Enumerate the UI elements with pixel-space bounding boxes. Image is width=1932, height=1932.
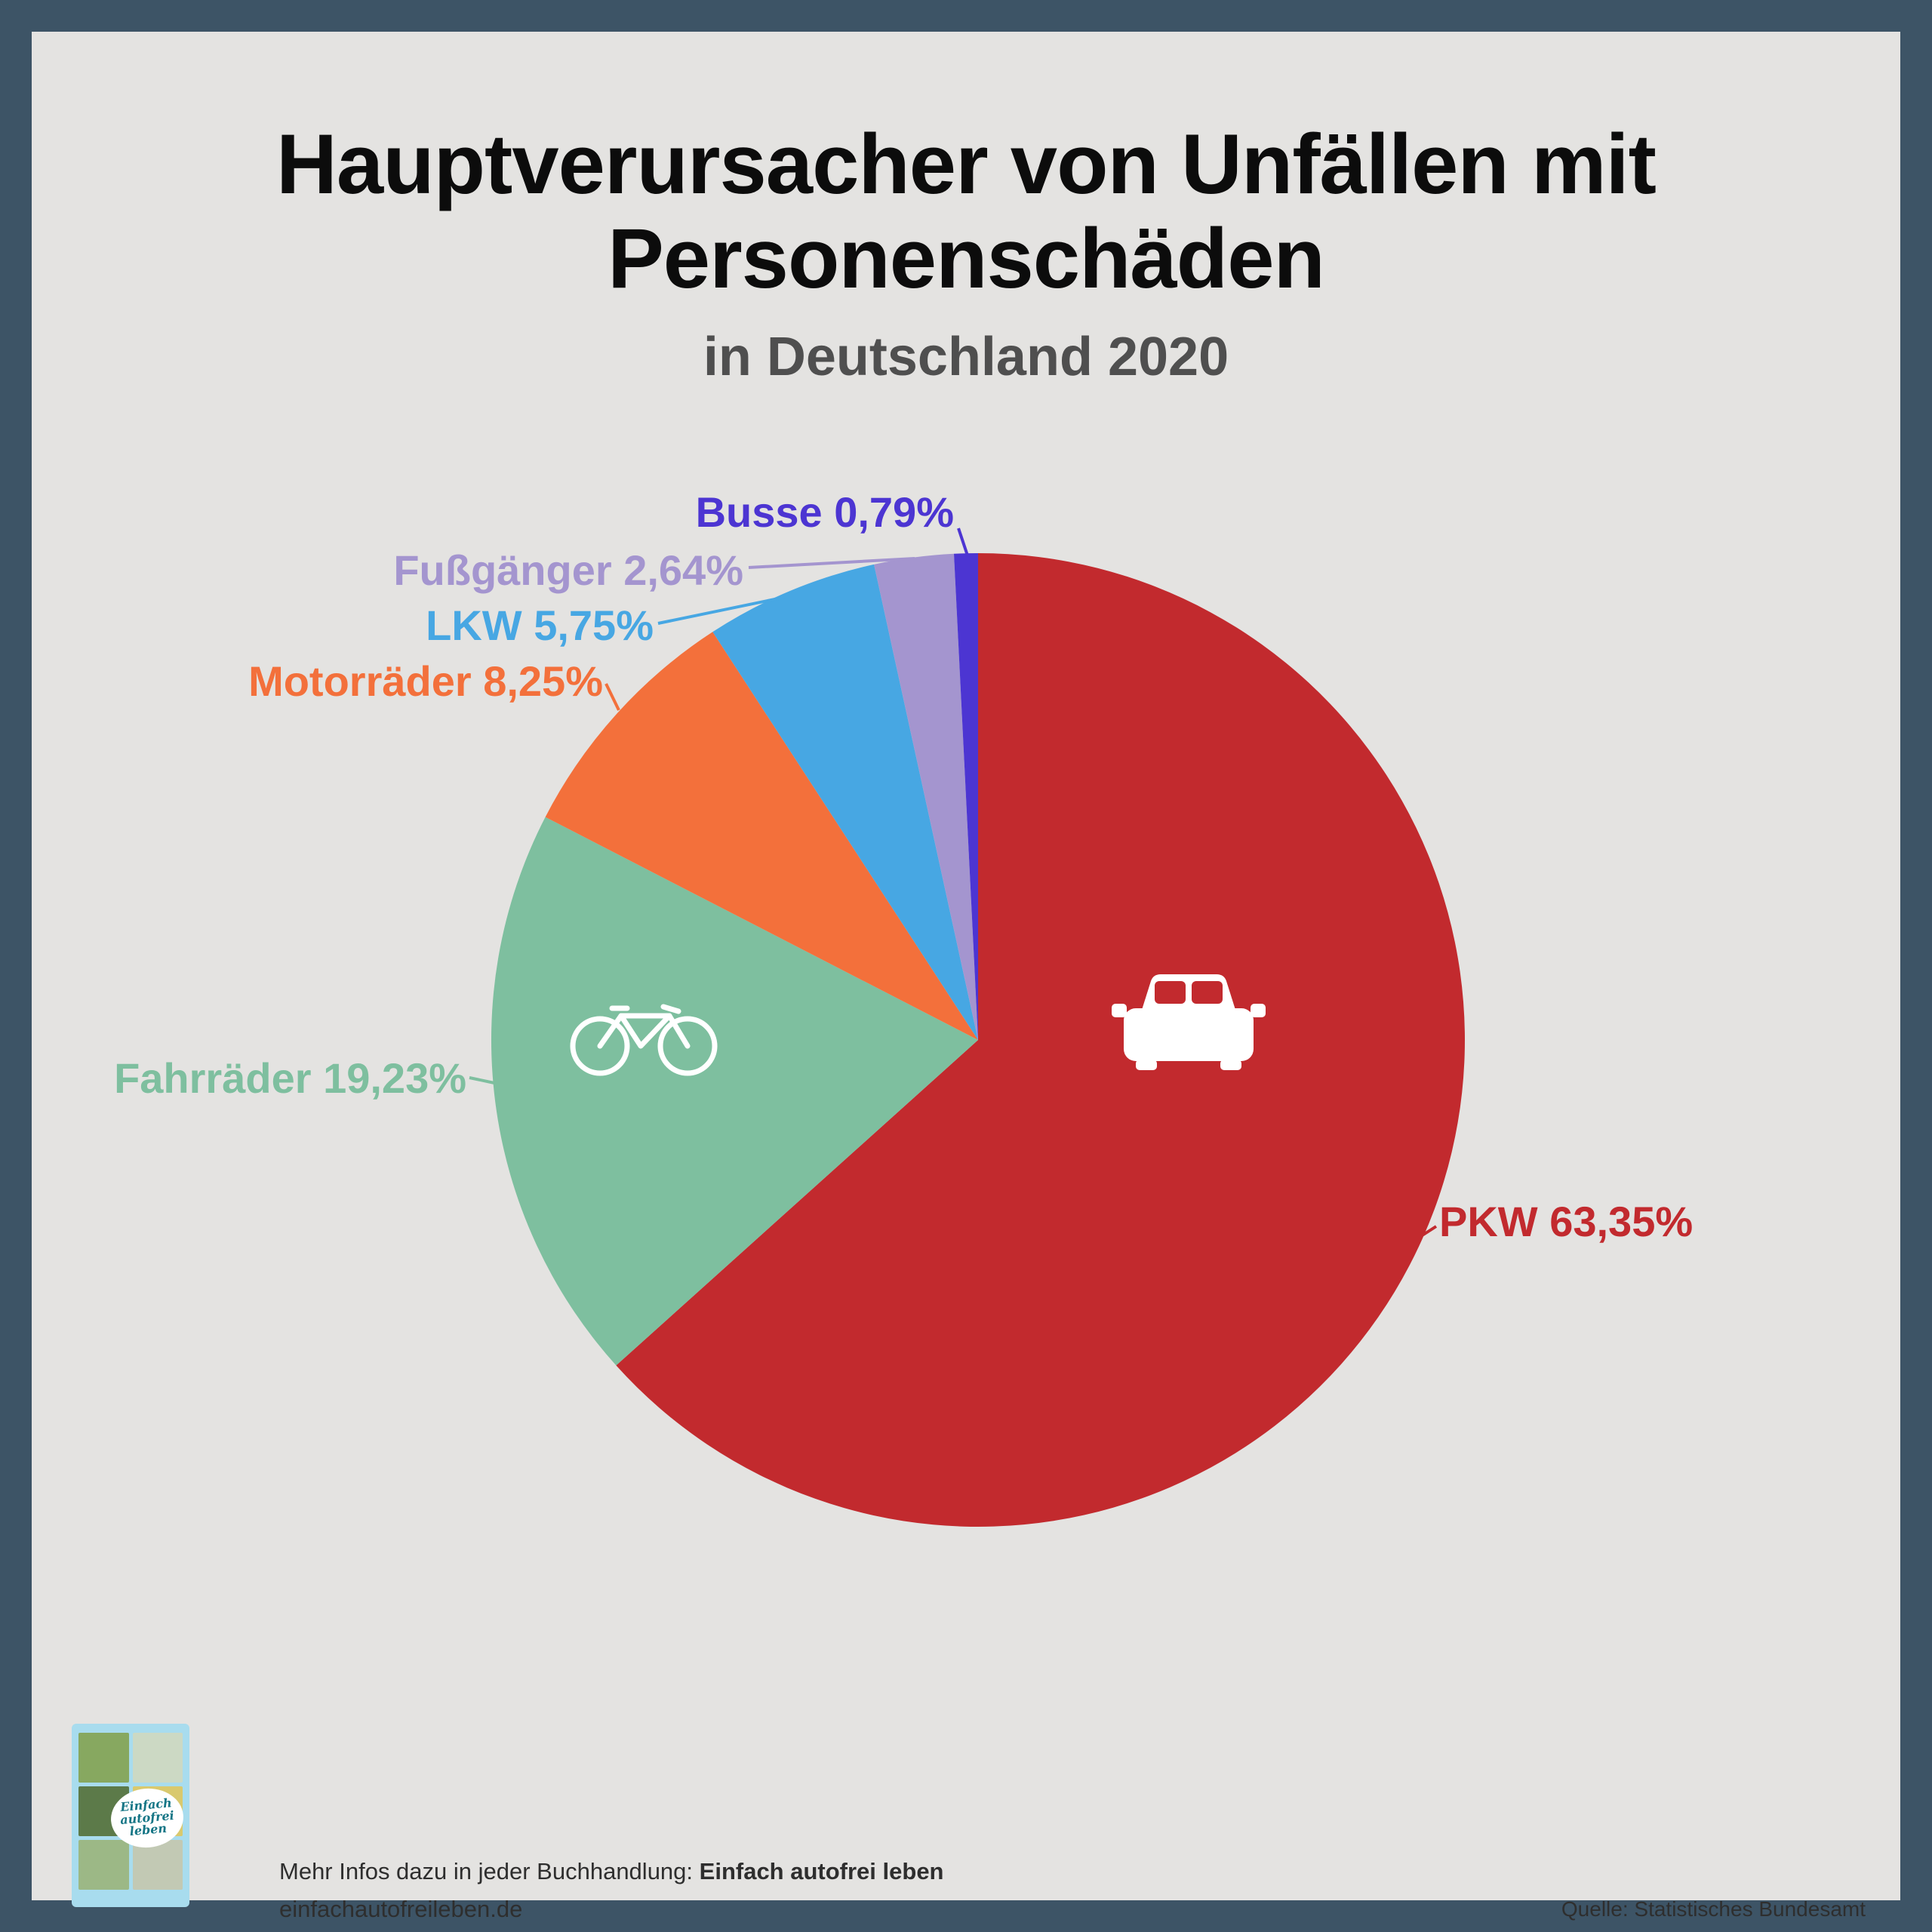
- website-text: einfachautofreileben.de: [279, 1896, 523, 1922]
- source-note: Quelle: Statistisches Bundesamt: [1561, 1897, 1866, 1921]
- label-motorraeder: Motorräder 8,25%: [248, 657, 603, 705]
- page-title-line1: Hauptverursacher von Unfällen mit: [276, 117, 1657, 212]
- footer-info: Mehr Infos dazu in jeder Buchhandlung: E…: [279, 1858, 944, 1885]
- label-fahrraeder: Fahrräder 19,23%: [114, 1054, 466, 1102]
- pie-slice-fugnger: [874, 553, 978, 1040]
- footer-info-prefix: Mehr Infos dazu in jeder Buchhandlung:: [279, 1858, 694, 1884]
- leader-line-busse: [957, 528, 969, 556]
- footer-info-book-title: Einfach autofrei leben: [699, 1858, 944, 1884]
- page-subtitle: in Deutschland 2020: [703, 326, 1229, 387]
- book-cover-photo: [78, 1840, 129, 1890]
- pie-slice-pkw: [616, 553, 1465, 1527]
- leader-line-fugnger: [748, 557, 915, 569]
- book-cover-photo: [132, 1733, 183, 1783]
- book-cover-photo: [132, 1840, 183, 1890]
- label-fussgaenger: Fußgänger 2,64%: [393, 546, 743, 594]
- car-icon: [1112, 974, 1266, 1070]
- pie-slice-motorrder: [545, 632, 978, 1040]
- pie-slice-busse: [954, 553, 978, 1040]
- leader-line-motorrder: [605, 683, 620, 711]
- bicycle-icon: [570, 1004, 718, 1076]
- book-cover-collage: [78, 1733, 183, 1890]
- pie-slice-fahrrder: [491, 817, 978, 1366]
- book-cover-photo: [78, 1733, 129, 1783]
- page-title-line2: Personenschäden: [608, 211, 1325, 306]
- pie-slice-lkw: [712, 564, 978, 1040]
- leader-lines: [469, 528, 1438, 1243]
- label-pkw: PKW 63,35%: [1439, 1198, 1694, 1245]
- leader-line-pkw: [1411, 1225, 1438, 1243]
- page-title: Hauptverursacher von Unfällen mit Person…: [0, 117, 1932, 306]
- label-busse: Busse 0,79%: [695, 488, 954, 536]
- leader-line-lkw: [657, 595, 790, 625]
- pie-slices: [491, 553, 1465, 1527]
- book-cover: Einfach autofrei leben: [72, 1724, 189, 1907]
- label-lkw: LKW 5,75%: [426, 601, 654, 649]
- leader-line-fahrrder: [469, 1076, 495, 1084]
